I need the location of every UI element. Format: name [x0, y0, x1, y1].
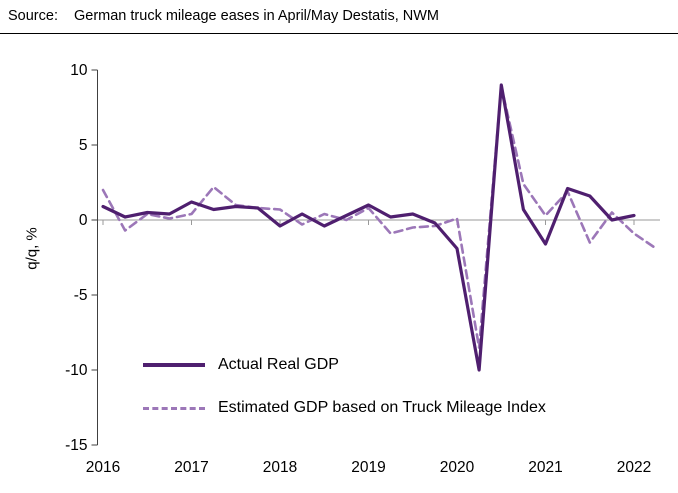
source-header: Source: German truck mileage eases in Apr…: [0, 0, 678, 34]
x-tick-label: 2022: [617, 459, 651, 476]
chart-title: German truck mileage eases in April/May …: [73, 8, 440, 24]
x-tick-label: 2018: [263, 459, 297, 476]
x-tick-label: 2019: [351, 459, 385, 476]
x-tick-label: 2020: [440, 459, 475, 476]
x-tick-label: 2016: [86, 459, 120, 476]
y-tick-label: 5: [79, 137, 88, 154]
chart-legend: Actual Real GDP Estimated GDP based on T…: [143, 356, 546, 417]
y-tick-label: -15: [65, 437, 87, 454]
y-tick-label: 0: [79, 212, 88, 229]
dashed-line-swatch: [143, 406, 205, 410]
x-tick-label: 2017: [174, 459, 208, 476]
x-tick-label: 2021: [528, 459, 562, 476]
source-label: Source:: [8, 8, 58, 24]
actual-gdp-line: [101, 83, 636, 372]
legend-item-actual: Actual Real GDP: [143, 356, 546, 374]
estimated-gdp-line: [101, 85, 658, 349]
y-tick-label: -10: [65, 362, 88, 379]
legend-item-estimated: Estimated GDP based on Truck Mileage Ind…: [143, 399, 546, 417]
solid-line-swatch: [143, 363, 205, 367]
y-axis-title: q/q, %: [23, 227, 41, 270]
legend-label-actual: Actual Real GDP: [218, 356, 339, 373]
y-tick-label: 10: [70, 62, 88, 79]
legend-label-estimated: Estimated GDP based on Truck Mileage Ind…: [218, 399, 546, 416]
y-tick-label: -5: [74, 287, 88, 304]
